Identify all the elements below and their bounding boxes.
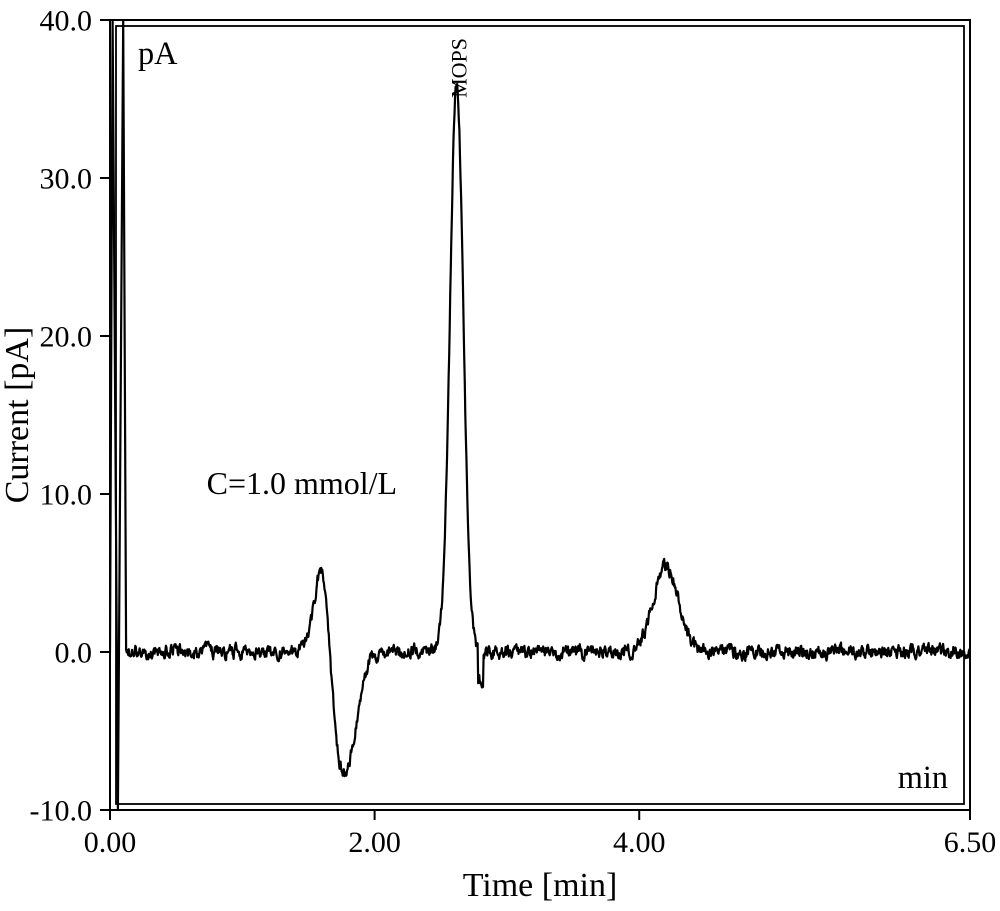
- chromatogram-chart: 0.00 2.00 4.00 6.50 -10.0 0.0 10.0 20.0 30.0 40.0…: [0, 0, 1000, 911]
- y-tick-label: 40.0: [40, 5, 93, 38]
- y-tick-label: 30.0: [40, 163, 93, 196]
- y-tick-label: 20.0: [40, 321, 93, 354]
- concentration-annotation: C=1.0 mmol/L: [207, 465, 398, 501]
- x-axis-label: Time [min]: [463, 867, 618, 904]
- x-tick-label: 2.00: [348, 826, 401, 859]
- x-tick-label: 4.00: [613, 826, 666, 859]
- y-tick-label: 0.0: [55, 637, 93, 670]
- x-tick-label: 0.00: [84, 826, 137, 859]
- unit-bottom-right: min: [898, 759, 948, 795]
- y-axis-label: Current [pA]: [0, 327, 36, 504]
- x-tick-label: 6.50: [944, 826, 997, 859]
- unit-top-left: pA: [138, 35, 178, 71]
- peak-label-mops: MOPS: [447, 38, 472, 98]
- y-tick-label: 10.0: [40, 479, 93, 512]
- y-tick-label: -10.0: [30, 795, 93, 828]
